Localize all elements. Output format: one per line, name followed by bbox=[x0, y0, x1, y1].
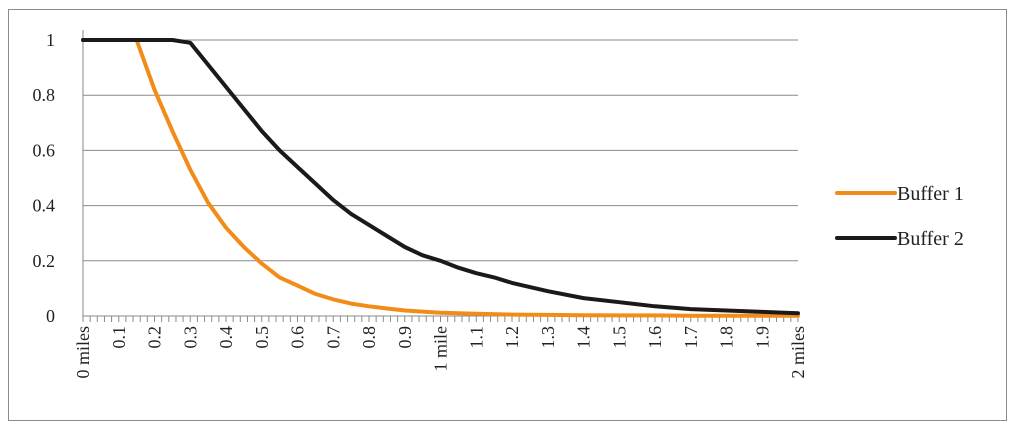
x-tick-label: 0.5 bbox=[252, 326, 272, 349]
x-tick-label: 1.4 bbox=[574, 326, 594, 349]
x-tick-label: 1.8 bbox=[717, 326, 737, 349]
y-tick-label: 0.6 bbox=[33, 140, 56, 160]
legend: Buffer 1 Buffer 2 bbox=[835, 183, 964, 250]
x-tick-label: 1.5 bbox=[609, 326, 629, 349]
x-tick-label: 1.9 bbox=[752, 326, 772, 349]
series-lines bbox=[81, 38, 800, 318]
y-tick-label: 0 bbox=[46, 306, 55, 326]
chart-frame: 0 0.2 0.4 0.6 0.8 1 0 miles 0.1 0.2 0.3 0.4 0.5 0.6… bbox=[8, 9, 1007, 421]
x-axis-ticks: 0 miles 0.1 0.2 0.3 0.4 0.5 0.6 0.7 0.8 0.9 1 mile… bbox=[73, 326, 808, 379]
x-tick-label: 0.3 bbox=[180, 326, 200, 349]
x-tick-label: 0.1 bbox=[109, 326, 129, 349]
y-tick-label: 1 bbox=[46, 30, 55, 50]
x-tick-label: 0.2 bbox=[145, 326, 165, 349]
x-tick-label: 0.6 bbox=[288, 326, 308, 349]
line-chart: 0 0.2 0.4 0.6 0.8 1 0 miles 0.1 0.2 0.3 0.4 0.5 0.6… bbox=[33, 30, 964, 379]
x-tick-label: 1 mile bbox=[431, 326, 451, 372]
y-tick-label: 0.2 bbox=[33, 251, 56, 271]
y-tick-label: 0.4 bbox=[33, 196, 56, 216]
x-tick-label: 2 miles bbox=[788, 326, 808, 379]
x-tick-label: 1.1 bbox=[466, 326, 486, 349]
y-tick-label: 0.8 bbox=[33, 85, 56, 105]
gridlines bbox=[83, 39, 798, 262]
x-tick-label: 1.6 bbox=[645, 326, 665, 349]
x-tick-label: 1.7 bbox=[681, 326, 701, 349]
series-line-buffer-2 bbox=[81, 38, 800, 316]
x-tick-label: 0.9 bbox=[395, 326, 415, 349]
legend-label: Buffer 1 bbox=[897, 183, 964, 205]
axes bbox=[82, 30, 799, 322]
x-tick-label: 0.8 bbox=[359, 326, 379, 349]
y-axis-ticks: 0 0.2 0.4 0.6 0.8 1 bbox=[33, 30, 56, 326]
x-tick-label: 0.4 bbox=[216, 326, 236, 349]
series-line-buffer-1 bbox=[81, 38, 800, 318]
x-tick-label: 0 miles bbox=[73, 326, 93, 379]
x-tick-label: 1.3 bbox=[538, 326, 558, 349]
legend-label: Buffer 2 bbox=[897, 228, 964, 250]
x-tick-label: 0.7 bbox=[323, 326, 343, 349]
x-tick-label: 1.2 bbox=[502, 326, 522, 349]
